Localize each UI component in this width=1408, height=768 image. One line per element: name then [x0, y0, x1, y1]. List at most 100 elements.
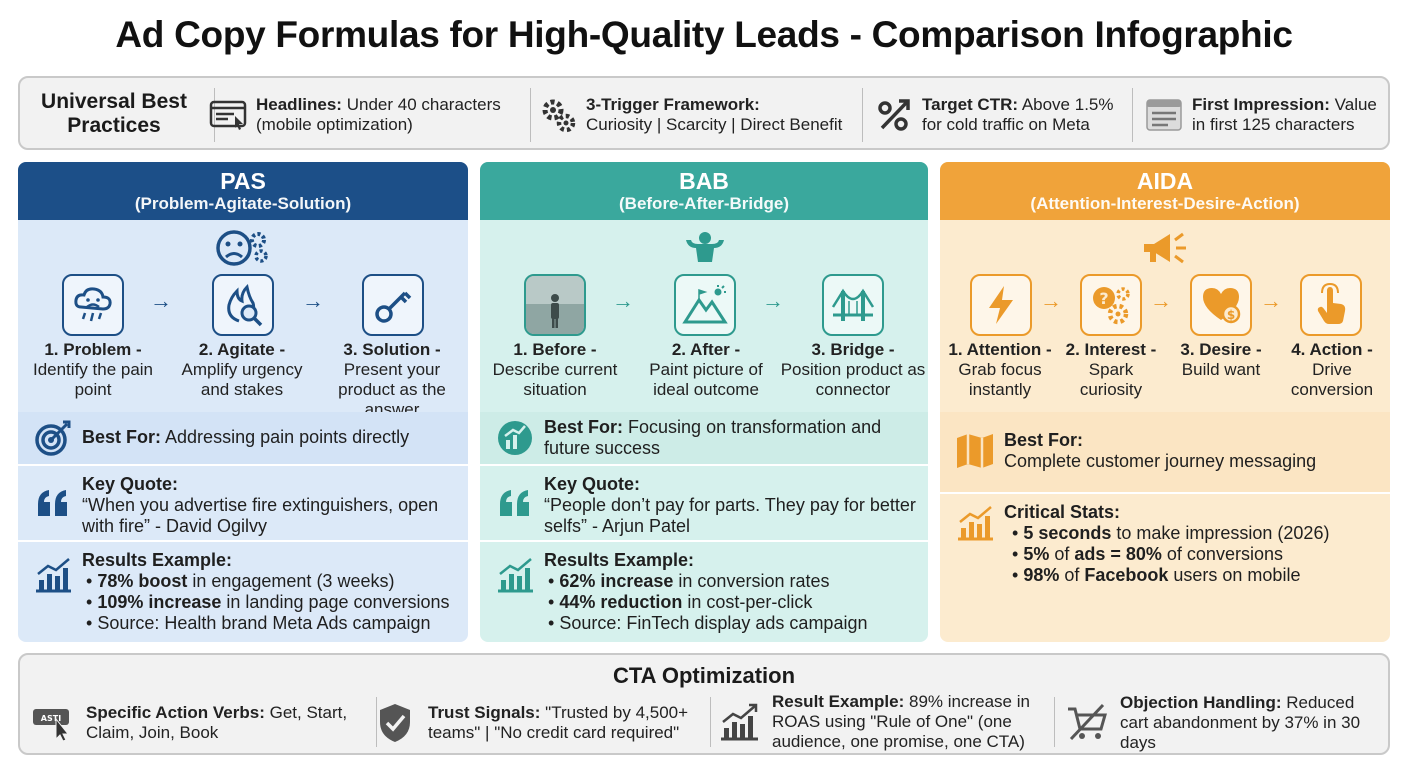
step-title: 2. After -: [671, 340, 741, 359]
formula-name: PAS: [220, 168, 266, 194]
quote-label: Key Quote:: [544, 474, 641, 494]
cta-text: "Trusted by 4,500+ teams" | "No credit c…: [428, 703, 689, 742]
best-for-text: Focusing on transformation and future su…: [544, 417, 882, 458]
formula-name: AIDA: [1136, 168, 1194, 194]
ubp-text: Curiosity | Scarcity | Direct Benefit: [586, 115, 843, 134]
formula-subtitle: (Attention-Interest-Desire-Action): [1030, 194, 1300, 213]
pas-step-3: 3. Solution - Present your product as th…: [324, 340, 460, 420]
cta-text: Reduced cart abandonment by 37% in 30 da…: [1120, 693, 1361, 752]
ubp-text: Under 40 characters (mobile optimization…: [256, 95, 501, 134]
stats-list: 5 seconds to make impression (2026) 5% o…: [1004, 523, 1380, 586]
bab-step-2: 2. After - Paint picture of ideal outcom…: [632, 340, 780, 400]
pas-results: Results Example: 78% boost in engagement…: [18, 542, 468, 642]
step-desc: Spark curiosity: [1079, 360, 1143, 399]
megaphone-icon: [1140, 230, 1192, 271]
mountain-sun-icon: [674, 274, 736, 336]
formula-subtitle: (Problem-Agitate-Solution): [134, 194, 352, 213]
results-label: Results Example:: [82, 550, 233, 570]
quote-icon: [492, 480, 538, 526]
problem-icon: [62, 274, 124, 336]
ubp-label: Headlines:: [256, 95, 342, 114]
ubp-item-headlines: Headlines: Under 40 characters (mobile o…: [206, 92, 524, 138]
divider: [376, 697, 377, 747]
bab-key-quote: Key Quote: “People don’t pay for parts. T…: [480, 466, 928, 540]
divider: [1132, 88, 1133, 142]
cta-label: Trust Signals:: [428, 703, 541, 722]
growth-badge-icon: [492, 415, 538, 461]
divider: [530, 88, 531, 142]
arrow-icon: →: [1040, 288, 1062, 313]
quote-icon: [30, 480, 76, 526]
list-item: 62% increase in conversion rates: [544, 571, 918, 592]
step-title: 3. Solution -: [343, 340, 441, 359]
cta-item-objection-handling: Objection Handling: Reduced cart abandon…: [1062, 693, 1384, 752]
arrow-icon: →: [150, 288, 172, 313]
aida-critical-stats: Critical Stats: 5 seconds to make impres…: [940, 494, 1390, 642]
divider: [18, 540, 468, 542]
agitate-fire-icon: [212, 274, 274, 336]
list-item: Source: Health brand Meta Ads campaign: [82, 613, 458, 634]
step-title: 3. Desire -: [1180, 340, 1262, 359]
step-title: 3. Bridge -: [811, 340, 895, 359]
bridge-icon: [822, 274, 884, 336]
best-for-label: Best For:: [82, 427, 162, 447]
list-item: 78% boost in engagement (3 weeks): [82, 571, 458, 592]
step-title: 1. Before -: [513, 340, 597, 359]
page-title: Ad Copy Formulas for High-Quality Leads …: [115, 14, 1293, 55]
list-item: 98% of Facebook users on mobile: [1008, 565, 1380, 586]
bar-chart-icon: [492, 552, 538, 598]
list-item: 5% of ads = 80% of conversions: [1008, 544, 1380, 565]
lightning-icon: [970, 274, 1032, 336]
aida-best-for: Best For: Complete customer journey messa…: [940, 412, 1390, 492]
cta-label: Objection Handling:: [1120, 693, 1282, 712]
best-for-label: Best For:: [544, 417, 624, 437]
quote-label: Key Quote:: [82, 474, 179, 494]
best-for-label: Best For:: [1004, 430, 1084, 450]
growth-chart-icon: [714, 697, 764, 747]
percent-arrow-icon: [872, 93, 916, 137]
step-desc: Present your product as the answer: [338, 360, 446, 419]
pas-key-quote: Key Quote: “When you advertise fire extin…: [18, 466, 468, 540]
step-title: 2. Agitate -: [198, 340, 286, 359]
pas-best-for: Best For: Addressing pain points directl…: [18, 412, 468, 464]
ubp-label: 3-Trigger Framework:: [586, 95, 760, 114]
pas-step-2: 2. Agitate - Amplify urgency and stakes: [166, 340, 318, 400]
cta-label: Specific Action Verbs:: [86, 703, 265, 722]
svg-text:$: $: [1227, 308, 1235, 322]
step-desc: Describe current situation: [492, 360, 618, 399]
solution-key-icon: [362, 274, 424, 336]
aida-step-3: 3. Desire - Build want: [1166, 340, 1276, 380]
universal-heading: Universal Best Practices: [41, 90, 187, 137]
pas-header: PAS (Problem-Agitate-Solution): [18, 162, 468, 220]
pas-column: PAS (Problem-Agitate-Solution) → → 1. Pr…: [18, 162, 468, 642]
aida-step-1: 1. Attention - Grab focus instantly: [944, 340, 1056, 400]
strong-person-icon: [682, 230, 728, 271]
cta-label: Result Example:: [772, 692, 905, 711]
bab-best-for: Best For: Focusing on transformation and…: [480, 412, 928, 464]
results-list: 78% boost in engagement (3 weeks) 109% i…: [82, 571, 458, 634]
bar-chart-icon: [952, 500, 998, 546]
svg-text:?: ?: [1099, 289, 1108, 308]
bar-chart-icon: [30, 552, 76, 598]
arrow-icon: →: [1150, 288, 1172, 313]
document-lines-icon: [1142, 93, 1186, 137]
list-item: 44% reduction in cost-per-click: [544, 592, 918, 613]
pas-step-1: 1. Problem - Identify the pain point: [18, 340, 168, 400]
sad-face-gears-icon: [214, 228, 272, 273]
ubp-item-first-impression: First Impression: Value in first 125 cha…: [1142, 92, 1386, 138]
quote-text: “People don’t pay for parts. They pay fo…: [544, 495, 916, 536]
divider: [710, 697, 711, 747]
list-item: Source: FinTech display ads campaign: [544, 613, 918, 634]
shield-check-icon: [370, 698, 420, 748]
cta-title: CTA Optimization: [612, 663, 796, 688]
formula-subtitle: (Before-After-Bridge): [619, 194, 789, 213]
best-for-text: Complete customer journey messaging: [1004, 451, 1317, 471]
formula-name: BAB: [679, 168, 729, 194]
ubp-item-trigger-framework: 3-Trigger Framework: Curiosity | Scarcity…: [536, 92, 860, 138]
foggy-person-icon: [524, 274, 586, 336]
step-desc: Build want: [1181, 360, 1261, 379]
cart-off-icon: [1062, 698, 1112, 748]
cta-item-result-example: Result Example: 89% increase in ROAS usi…: [714, 687, 1054, 757]
bab-step-1: 1. Before - Describe current situation: [480, 340, 630, 400]
ubp-label: Target CTR:: [922, 95, 1019, 114]
